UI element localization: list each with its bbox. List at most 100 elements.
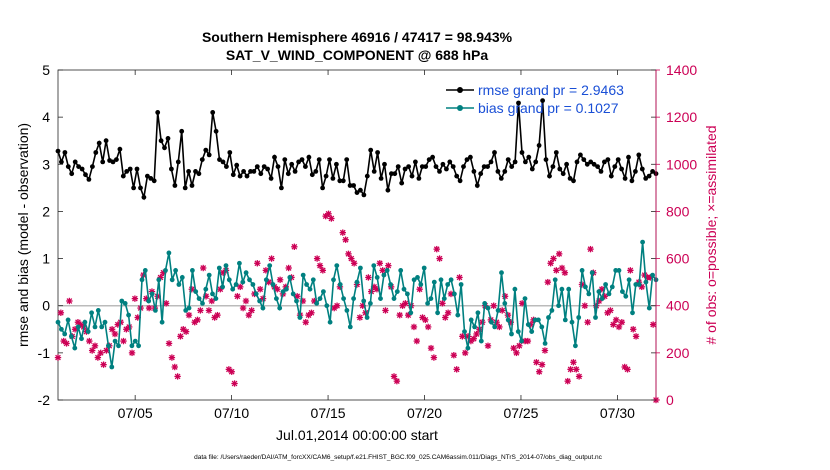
- right-tick-label: 1200: [666, 109, 697, 125]
- obs-point: [228, 368, 235, 375]
- bias-point: [609, 284, 615, 290]
- rmse-point: [444, 166, 449, 172]
- bias-point: [226, 277, 232, 283]
- bias-point: [536, 317, 541, 323]
- obs-point: [319, 267, 327, 274]
- obs-point: [385, 262, 392, 269]
- bias-point: [388, 282, 393, 287]
- obs-point: [444, 309, 452, 316]
- bias-point: [122, 301, 128, 306]
- bias-point: [106, 343, 111, 349]
- right-tick-label: 600: [666, 251, 690, 267]
- obs-point: [97, 349, 104, 357]
- rmse-point: [636, 152, 642, 158]
- bias-point: [529, 329, 535, 334]
- obs-point: [424, 323, 432, 331]
- rmse-point: [334, 161, 339, 167]
- rmse-point: [347, 183, 353, 188]
- bias-point: [139, 277, 145, 283]
- rmse-point: [498, 176, 504, 181]
- rmse-series-points: [55, 98, 659, 200]
- rmse-point: [574, 159, 580, 165]
- rmse-point: [495, 169, 501, 174]
- bias-point: [462, 329, 467, 334]
- obs-point: [570, 359, 577, 366]
- bias-point: [233, 282, 239, 287]
- rmse-point: [351, 183, 356, 188]
- rmse-point: [340, 178, 346, 184]
- obs-point: [427, 344, 435, 352]
- bias-point: [643, 279, 649, 285]
- bias-point: [489, 319, 494, 325]
- bias-point: [354, 279, 360, 285]
- rmse-point: [193, 169, 198, 174]
- bias-point: [519, 338, 524, 344]
- bias-point: [411, 277, 417, 283]
- rmse-point: [90, 164, 95, 170]
- bias-point: [556, 303, 561, 309]
- rmse-point: [268, 176, 274, 181]
- right-tick-label: 1000: [666, 156, 697, 172]
- obs-point: [111, 330, 119, 338]
- rmse-point: [619, 166, 624, 172]
- rmse-point: [248, 169, 253, 174]
- right-tick-label: 1400: [666, 62, 697, 78]
- rmse-point: [224, 164, 229, 170]
- bias-point: [253, 291, 259, 297]
- rmse-point: [371, 169, 377, 174]
- rmse-point: [457, 178, 463, 184]
- bias-point: [213, 296, 219, 301]
- rmse-point: [509, 164, 515, 170]
- bias-point: [176, 282, 182, 287]
- bias-point: [445, 282, 451, 287]
- bias-point: [586, 291, 592, 297]
- rmse-point: [285, 171, 291, 177]
- left-tick-label: 2: [42, 203, 50, 219]
- rmse-point: [430, 154, 435, 160]
- bias-point: [509, 331, 514, 337]
- obs-point: [442, 314, 449, 321]
- rmse-point: [433, 164, 439, 170]
- obs-point: [350, 260, 358, 267]
- rmse-point: [553, 150, 559, 155]
- obs-point: [328, 215, 335, 222]
- rmse-point: [492, 150, 497, 155]
- bias-point: [485, 305, 491, 311]
- rmse-point: [244, 173, 250, 179]
- rmse-point: [292, 169, 298, 174]
- bias-point: [243, 270, 249, 276]
- rmse-point: [337, 178, 343, 184]
- legend-bias-label: bias grand pr = 0.1027: [478, 100, 619, 116]
- rmse-point: [392, 171, 398, 177]
- obs-point: [541, 347, 549, 354]
- obs-point: [433, 245, 440, 253]
- rmse-point: [450, 164, 456, 170]
- rmse-point: [72, 159, 78, 165]
- bias-point: [421, 265, 427, 271]
- bias-point: [475, 310, 481, 316]
- rmse-point: [309, 172, 315, 178]
- obs-point: [453, 366, 460, 373]
- right-tick-label: 800: [666, 203, 690, 219]
- rmse-point: [296, 159, 301, 165]
- rmse-point: [203, 147, 209, 153]
- rmse-point: [468, 154, 473, 160]
- obs-point: [524, 337, 532, 345]
- bias-point: [146, 298, 152, 304]
- obs-point: [376, 260, 383, 267]
- legend-bias-marker: [457, 105, 463, 111]
- rmse-point: [409, 173, 415, 179]
- bias-point: [95, 308, 101, 313]
- bias-point: [364, 315, 370, 320]
- x-axis-label: Jul.01,2014 00:00:00 start: [276, 427, 438, 443]
- obs-point: [410, 323, 418, 331]
- bias-point: [334, 263, 340, 268]
- bias-point: [428, 296, 434, 301]
- bias-point: [351, 296, 356, 301]
- obs-point: [382, 307, 389, 314]
- bias-point: [297, 315, 303, 320]
- bias-point: [405, 291, 410, 297]
- bias-point: [196, 296, 202, 301]
- rmse-point: [344, 157, 350, 163]
- bias-point: [425, 301, 430, 306]
